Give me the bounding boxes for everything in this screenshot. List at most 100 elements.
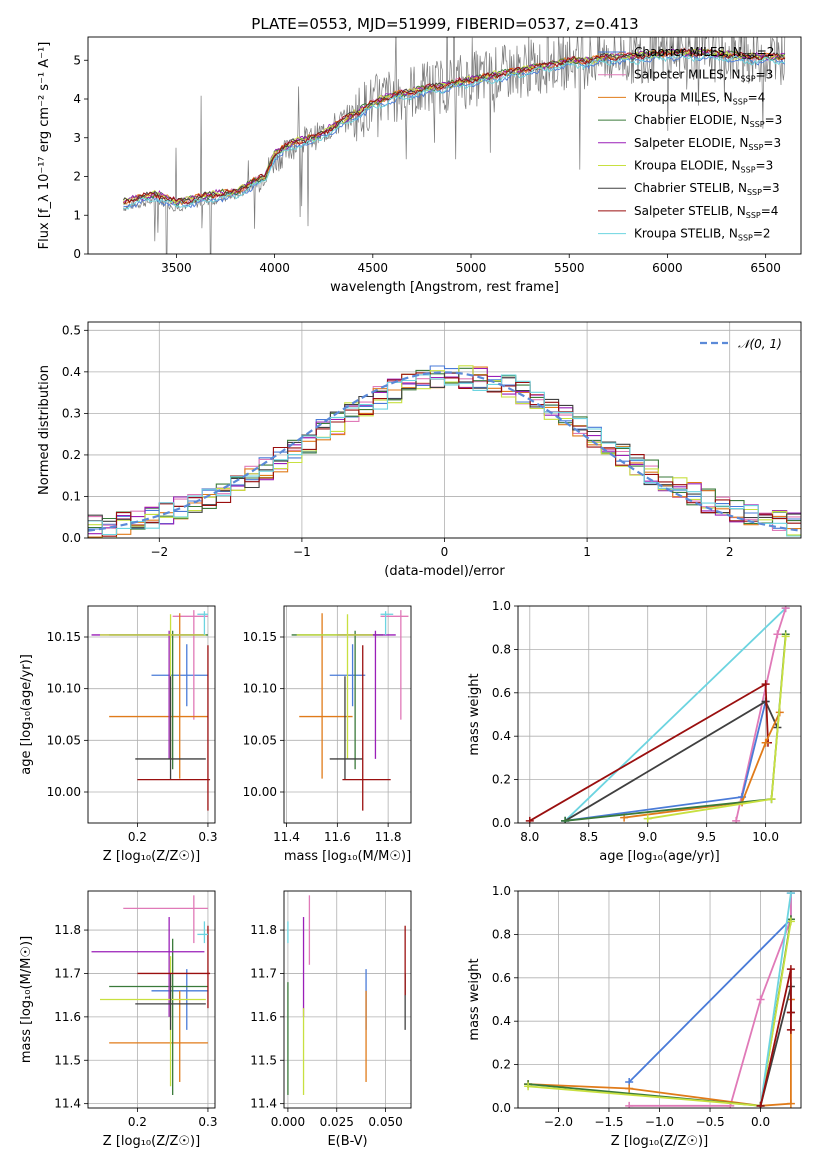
y-tick-label: 0.2 [62, 448, 81, 462]
x-tick-label: 0 [441, 545, 449, 559]
model-spectrum-chabrier_miles [123, 52, 786, 209]
plot-frame [283, 605, 412, 824]
y-tick-label: 11.6 [54, 1010, 81, 1024]
x-tick-label: −2.0 [544, 1115, 573, 1129]
plot-frame [87, 890, 216, 1109]
y-tick-label: 10.00 [47, 785, 81, 799]
gaussian-curve [88, 371, 801, 532]
x-tick-label: 4500 [358, 261, 389, 275]
x-tick-label: 4000 [259, 261, 290, 275]
x-tick-label: 9.0 [638, 830, 657, 844]
x-tick-label: 0.000 [271, 1115, 305, 1129]
panel-spectrum: 3500 4000 4500 5000 5500 6000 6500 0 1 2 3 4 5 wavele… [37, 36, 802, 295]
legend-subscript: SSP [733, 97, 748, 106]
plot-frame [283, 890, 412, 1109]
x-tick-label: −1.0 [645, 1115, 674, 1129]
legend-label: Chabrier ELODIE, NSSP=3 [634, 113, 782, 129]
plot-area [291, 610, 409, 811]
y-axis-label: age [log₁₀(age/yr)] [19, 654, 34, 775]
legend-value: =3 [765, 113, 783, 127]
x-tick-label: 5500 [554, 261, 585, 275]
x-tick-label: 1 [583, 545, 591, 559]
x-tick-label: 10.0 [752, 830, 779, 844]
x-tick-label: 0.3 [198, 1115, 217, 1129]
weight-marker [781, 632, 790, 641]
x-tick-label: 0.2 [128, 830, 147, 844]
weight-marker [561, 816, 570, 823]
plot-area [91, 895, 211, 1095]
y-axis-label: Flux [f_λ 10⁻¹⁷ erg cm⁻² s⁻¹ A⁻¹] [37, 42, 52, 250]
x-tick-label: 6500 [750, 261, 781, 275]
weight-line-kroupa_stelib [564, 607, 787, 822]
weight-marker [761, 680, 770, 689]
x-tick-label: −2 [150, 545, 168, 559]
weight-marker [786, 891, 795, 898]
legend-label: Salpeter ELODIE, NSSP=3 [634, 136, 781, 152]
y-tick-label: 0.1 [62, 489, 81, 503]
legend-subscript: SSP [738, 234, 753, 243]
figure-title: PLATE=0553, MJD=51999, FIBERID=0537, z=0… [251, 15, 638, 33]
y-axis-label: mass weight [467, 673, 482, 755]
y-tick-label: 10.10 [47, 682, 81, 696]
legend-label: Kroupa STELIB, NSSP=2 [634, 227, 771, 243]
weight-marker [786, 965, 795, 974]
histogram-kroupa_stelib [88, 374, 801, 537]
y-tick-label: 3 [73, 131, 81, 145]
x-tick-label: 0.2 [128, 1115, 147, 1129]
legend-label: Salpeter STELIB, NSSP=4 [634, 204, 778, 220]
chart-panels: 3500 4000 4500 5000 5500 6000 6500 0 1 2 3 4 5 wavele… [19, 36, 802, 1149]
x-tick-label: −1.5 [594, 1115, 623, 1129]
y-tick-label: 10.15 [47, 630, 81, 644]
x-tick-label: 8.0 [520, 830, 539, 844]
x-axis-label: mass [log₁₀(M/M☉)] [284, 849, 411, 864]
plot-frame [517, 890, 802, 1109]
weight-marker [524, 1082, 533, 1091]
y-tick-label: 4 [73, 92, 81, 106]
y-tick-label: 0.8 [492, 927, 511, 941]
weight-marker [625, 1084, 634, 1093]
x-tick-label: 0.0 [751, 1115, 770, 1129]
y-tick-label: 0.4 [492, 1014, 511, 1028]
legend-label: Chabrier MILES, NSSP=2 [634, 45, 774, 61]
legend-subscript: SSP [747, 188, 762, 197]
legend-subscript: SSP [746, 211, 761, 220]
y-tick-label: 2 [73, 170, 81, 184]
x-axis-label: Z [log₁₀(Z/Z☉)] [103, 1134, 200, 1149]
panel-weight_vs_age: 8.0 8.5 9.0 9.5 10.0 0.0 0.2 0.4 0.6 0.8 1.0 age [l… [467, 599, 802, 864]
weight-line-kroupa_stelib [759, 893, 792, 1106]
weight-marker [732, 816, 741, 823]
legend-label: Salpeter MILES, NSSP=3 [634, 68, 773, 84]
y-tick-label: 0.4 [62, 365, 81, 379]
weight-marker [756, 995, 765, 1004]
panel-residuals: −2 −1 0 1 2 0.0 0.1 0.2 0.3 0.4 0.5 (data-model)/er… [37, 321, 802, 579]
y-tick-label: 0.0 [492, 816, 511, 830]
legend-value: =3 [763, 136, 781, 150]
y-tick-label: 11.4 [54, 1097, 81, 1111]
y-tick-label: 0.5 [62, 323, 81, 337]
model-spectrum-kroupa_stelib [123, 52, 786, 210]
plot-area [524, 891, 795, 1108]
y-tick-label: 11.4 [250, 1097, 277, 1111]
x-tick-label: 3500 [161, 261, 192, 275]
weight-line-salpeter_stelib [759, 968, 792, 1106]
legend-value: =4 [761, 204, 779, 218]
x-tick-label: −1 [293, 545, 311, 559]
legend-value: =4 [748, 90, 766, 104]
y-tick-label: 11.7 [250, 966, 277, 980]
y-tick-label: 11.8 [54, 923, 81, 937]
x-tick-label: 6000 [652, 261, 683, 275]
x-axis-label: Z [log₁₀(Z/Z☉)] [103, 849, 200, 864]
y-tick-label: 0.8 [492, 642, 511, 656]
y-axis-label: mass weight [467, 958, 482, 1040]
y-tick-label: 0 [73, 247, 81, 261]
plot-area [287, 895, 406, 1095]
y-tick-label: 1.0 [492, 599, 511, 613]
x-tick-label: 2 [726, 545, 734, 559]
plot-area [525, 606, 790, 823]
x-axis-label: (data-model)/error [384, 564, 505, 579]
weight-marker [643, 814, 652, 823]
legend-subscript: SSP [748, 143, 763, 152]
y-tick-label: 11.7 [54, 966, 81, 980]
x-axis-label: Z [log₁₀(Z/Z☉)] [611, 1134, 708, 1149]
